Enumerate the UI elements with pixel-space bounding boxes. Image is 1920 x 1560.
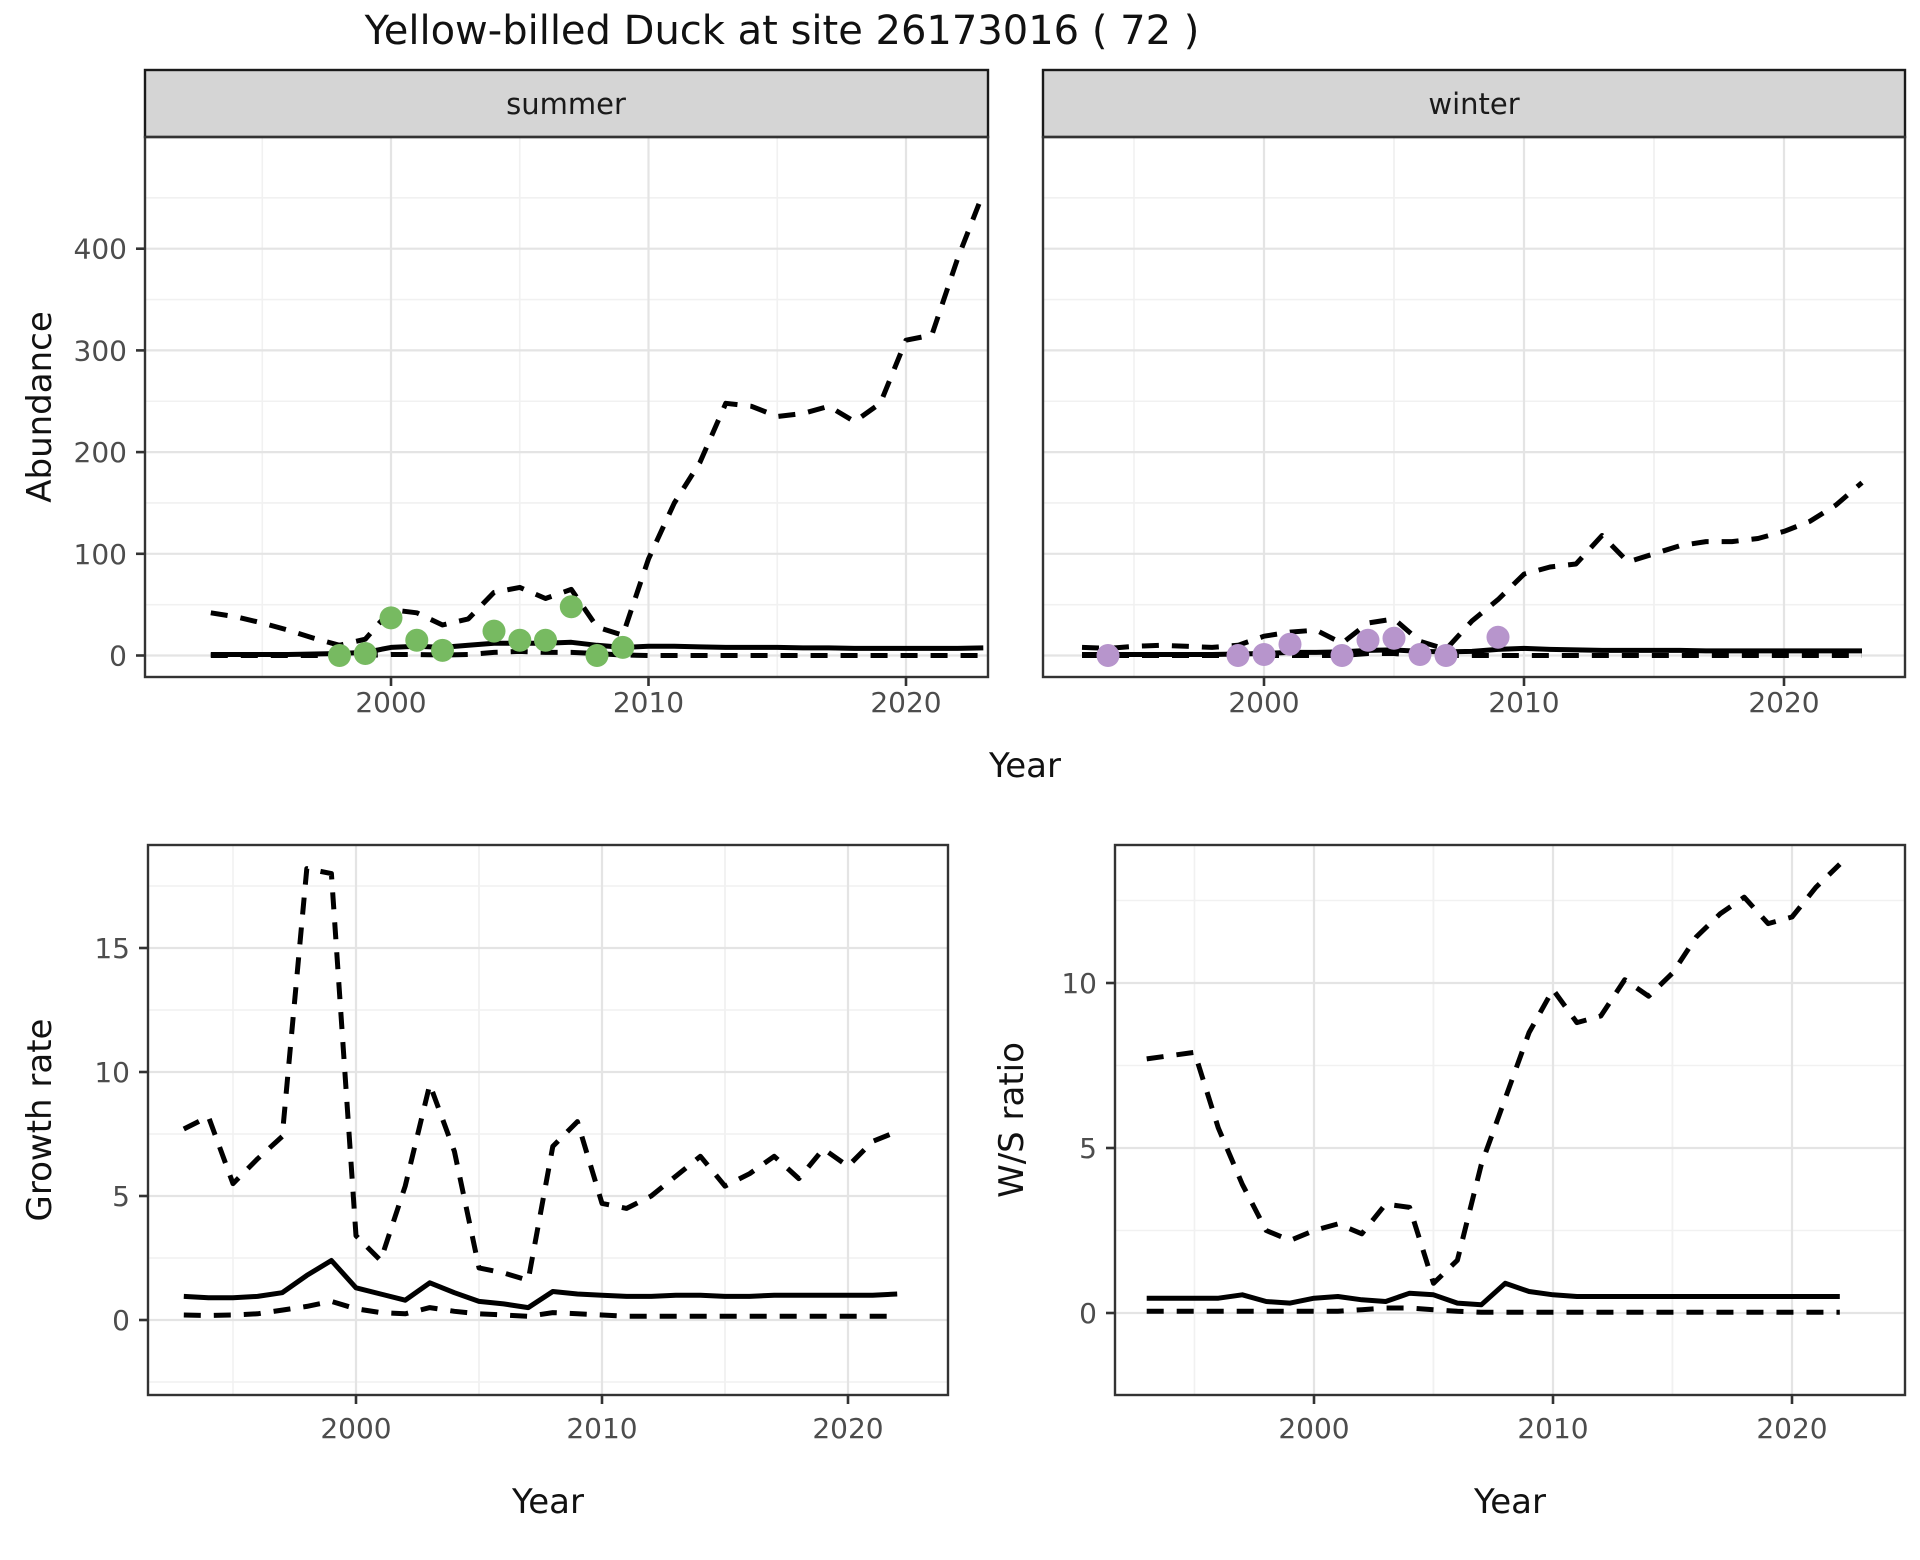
observation-point: [1382, 626, 1406, 650]
ws-ratio-upper-ci-line: [1146, 862, 1842, 1286]
y-tick-label: 400: [74, 233, 127, 266]
abundance-summer-border: [143, 135, 990, 679]
abundance-summer-gridlines: [145, 137, 988, 677]
observation-point: [1096, 644, 1120, 667]
observation-point: [353, 642, 377, 665]
y-tick-label: 100: [74, 538, 127, 571]
abundance-winter-facet-strip: [1041, 68, 1907, 139]
observation-point: [1226, 644, 1250, 667]
y-tick-label: 10: [1061, 967, 1097, 1000]
facet-label-summer: summer: [506, 87, 626, 121]
year-axis-title-top: Year: [989, 746, 1061, 786]
observation-point: [1278, 632, 1302, 656]
ws-ratio-axis-title: W/S ratio: [992, 1042, 1032, 1198]
growth-rate-lower-ci-line: [183, 1298, 898, 1319]
x-tick-label: 2010: [566, 1412, 637, 1445]
x-tick-label: 2020: [1748, 686, 1819, 719]
observation-point: [431, 638, 454, 662]
growth-rate-axis-title: Growth rate: [20, 1018, 60, 1222]
y-tick-label: 300: [74, 334, 127, 367]
growth-rate-axis: 2000 2010 2020 0 5 10 15: [94, 932, 883, 1445]
ws-ratio-border: [1113, 843, 1907, 1397]
chart-title: Yellow-billed Duck at site 26173016 ( 72…: [364, 8, 1200, 54]
abundance-winter-panel: 2000 2010 2020: [1041, 68, 1907, 719]
abundance-winter-upper-ci-line: [1081, 480, 1864, 652]
x-tick-label: 2020: [812, 1412, 883, 1445]
x-tick-label: 2010: [613, 686, 684, 719]
observation-point: [559, 595, 583, 619]
ws-ratio-mean-line: [1146, 1280, 1840, 1308]
observation-point: [534, 628, 557, 652]
observation-point: [482, 619, 506, 643]
abundance-winter-gridlines: [1043, 137, 1905, 677]
x-tick-label: 2020: [870, 686, 941, 719]
abundance-winter-mean-line: [1082, 645, 1862, 657]
year-axis-title-bottom-left: Year: [512, 1482, 584, 1522]
observation-point: [508, 628, 532, 652]
ws-ratio-gridlines: [1115, 845, 1905, 1395]
y-tick-label: 5: [1079, 1132, 1097, 1165]
observation-point: [405, 628, 429, 652]
observation-point: [585, 644, 609, 667]
x-tick-label: 2000: [1228, 686, 1299, 719]
x-tick-label: 2000: [320, 1412, 391, 1445]
growth-rate-panel: 2000 2010 2020 0 5 10 15: [94, 843, 950, 1445]
growth-rate-border: [146, 843, 950, 1397]
observation-point: [1434, 644, 1458, 667]
y-tick-label: 10: [94, 1056, 130, 1089]
year-axis-title-bottom-right: Year: [1474, 1482, 1546, 1522]
ws-ratio-lower-ci-line: [1146, 1305, 1840, 1315]
y-tick-label: 5: [112, 1180, 130, 1213]
observation-point: [1330, 644, 1354, 667]
abundance-summer-panel: 2000 2010 2020 0 100 200 300 400: [74, 68, 990, 719]
abundance-summer-upper-ci-line: [210, 191, 986, 648]
y-tick-label: 0: [112, 1304, 130, 1337]
x-tick-label: 2010: [1488, 686, 1559, 719]
observation-point: [1408, 643, 1432, 666]
observation-point: [328, 644, 351, 667]
observation-point: [611, 635, 635, 659]
y-tick-label: 15: [94, 932, 130, 965]
abundance-winter-axis: 2000 2010 2020: [1228, 677, 1820, 719]
facet-label-winter: winter: [1428, 87, 1520, 121]
ws-ratio-panel: 2000 2010 2020 0 5 10: [1061, 843, 1907, 1445]
abundance-winter-border: [1041, 135, 1907, 679]
y-tick-label: 0: [1079, 1297, 1097, 1330]
x-tick-label: 2010: [1517, 1412, 1588, 1445]
observation-point: [1252, 643, 1276, 666]
y-tick-label: 200: [74, 436, 127, 469]
growth-rate-mean-line: [183, 1258, 898, 1311]
summer-observations: [328, 595, 635, 667]
y-tick-label: 0: [109, 640, 127, 673]
x-tick-label: 2020: [1756, 1412, 1827, 1445]
ws-ratio-axis: 2000 2010 2020 0 5 10: [1061, 967, 1827, 1445]
abundance-summer-axis: 2000 2010 2020 0 100 200 300 400: [74, 233, 942, 719]
x-tick-label: 2000: [355, 686, 426, 719]
observation-point: [1486, 625, 1510, 649]
winter-observations: [1096, 625, 1510, 667]
x-tick-label: 2000: [1278, 1412, 1349, 1445]
observation-point: [1356, 628, 1380, 652]
growth-rate-upper-ci-line: [182, 866, 899, 1283]
observation-point: [379, 606, 403, 630]
abundance-summer-facet-strip: [143, 68, 990, 139]
abundance-axis-title: Abundance: [20, 311, 60, 503]
